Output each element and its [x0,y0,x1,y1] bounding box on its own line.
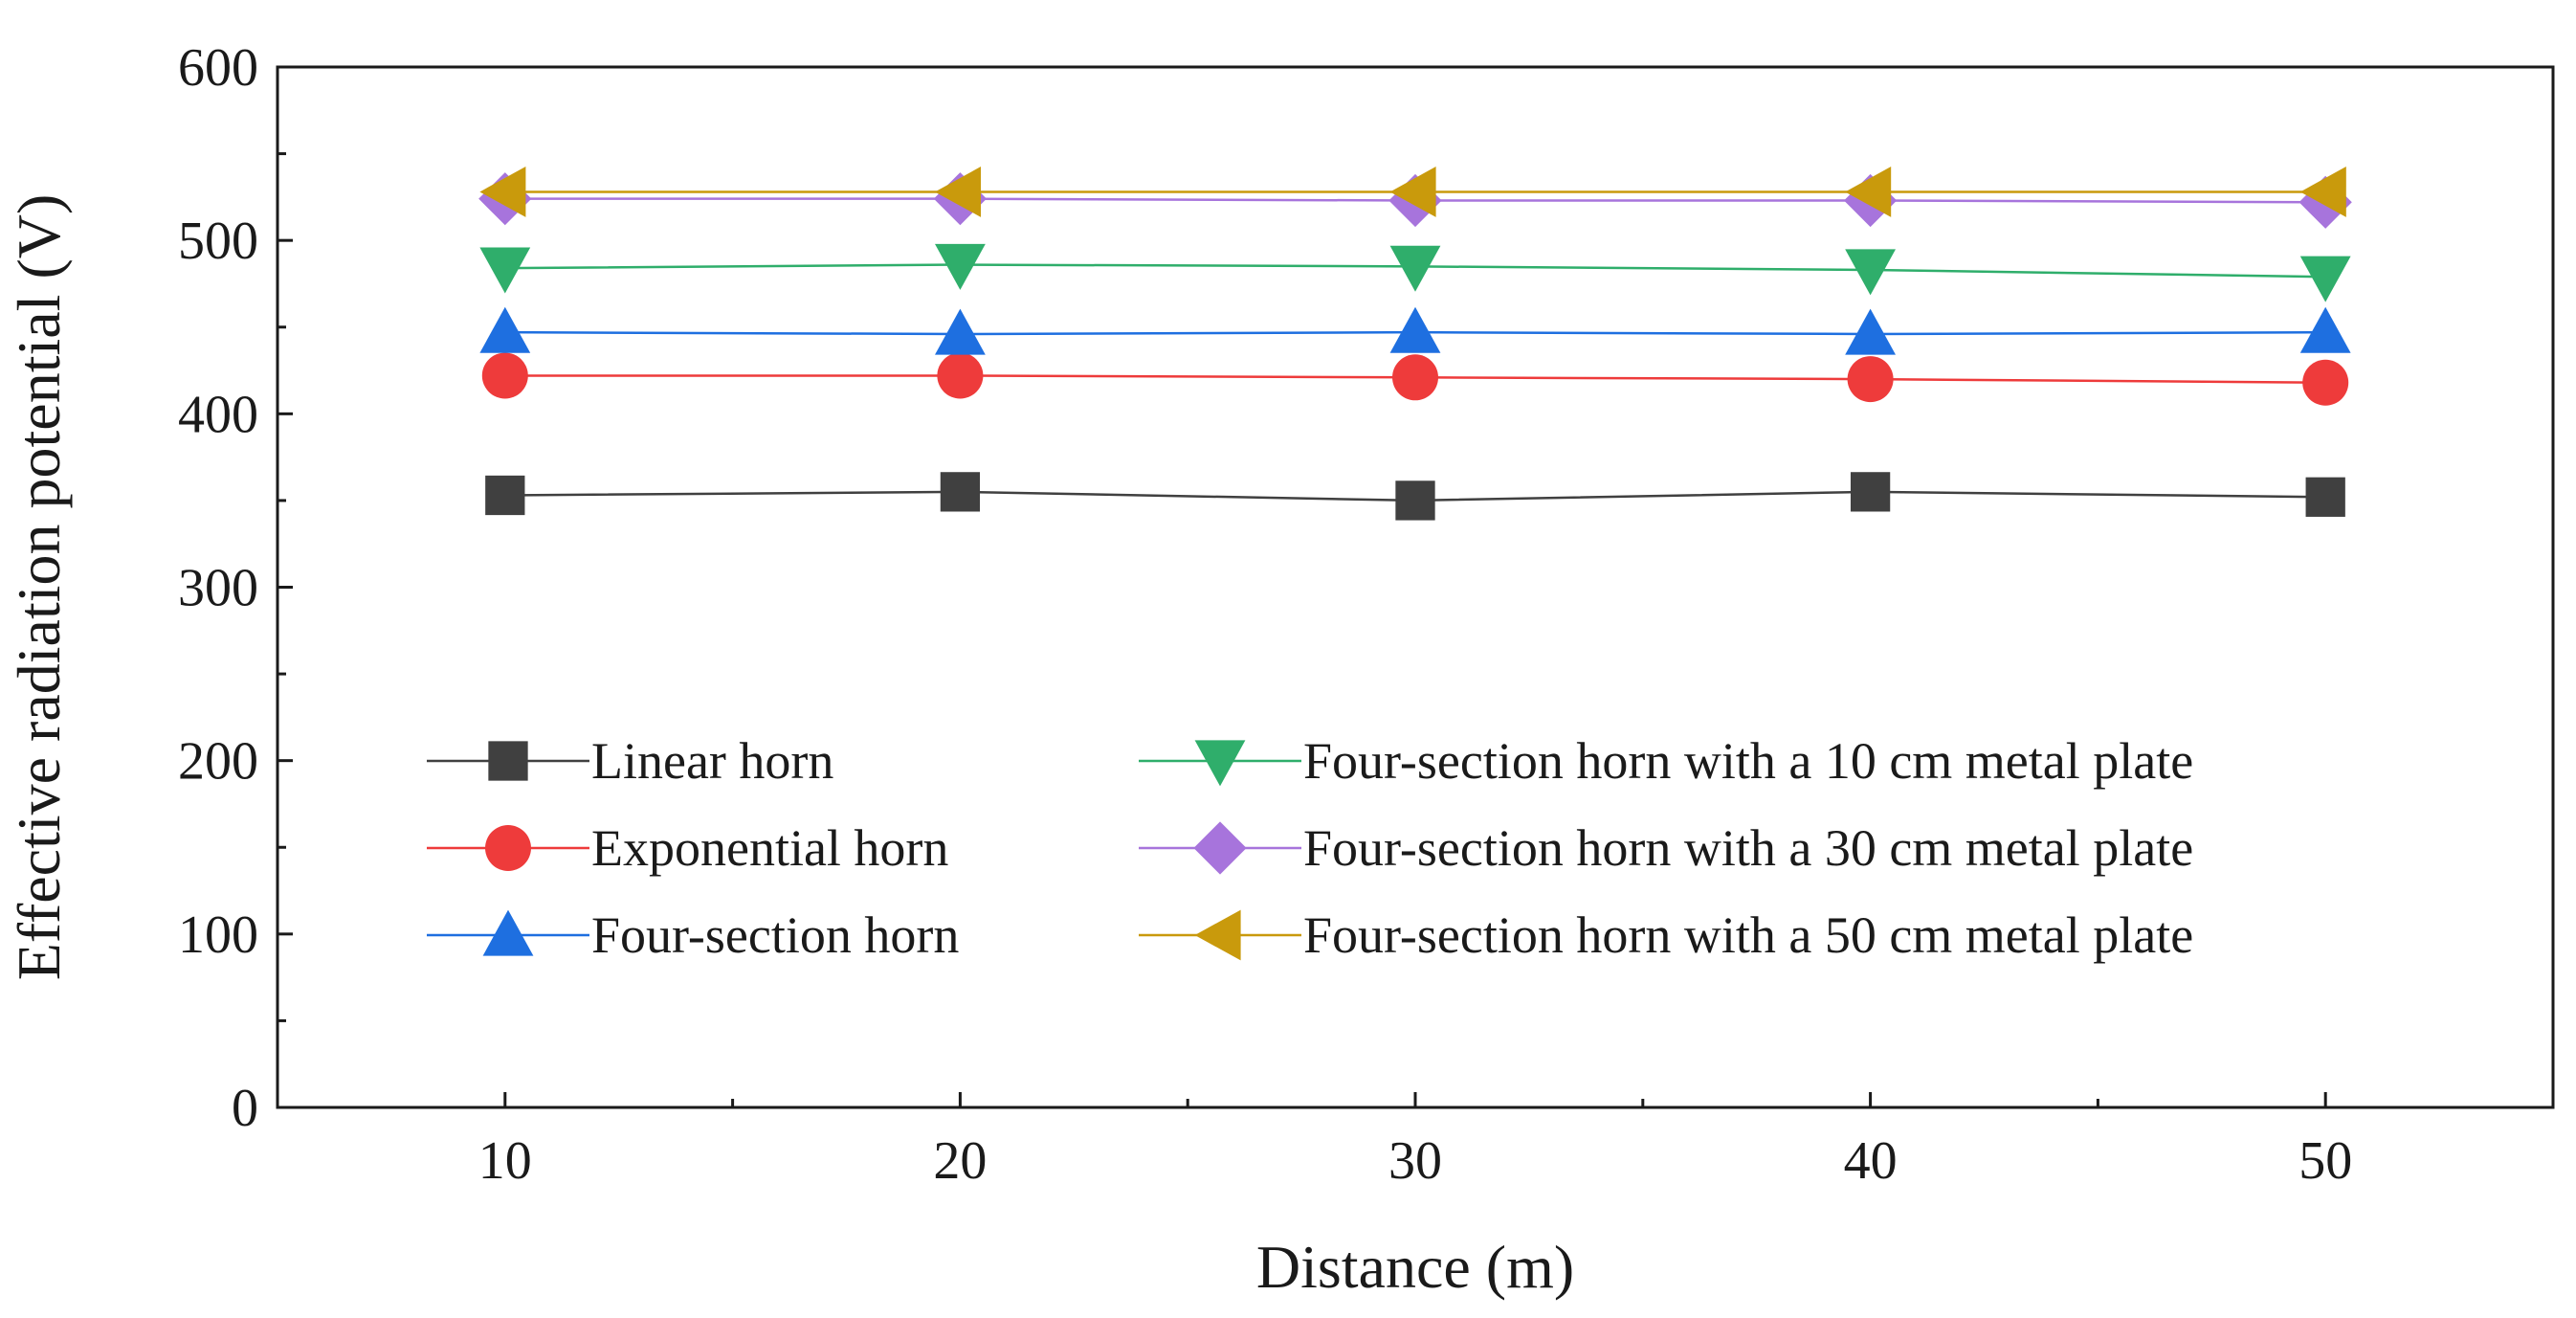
legend-label: Four-section horn with a 30 cm metal pla… [1303,819,2193,877]
legend-marker [1193,821,1247,875]
x-tick-label: 30 [1388,1131,1442,1191]
x-tick-label: 20 [933,1131,987,1191]
data-point [1392,354,1438,401]
legend-label: Exponential horn [591,819,948,877]
y-tick-label: 300 [178,559,258,618]
legend-label: Four-section horn with a 10 cm metal pla… [1303,732,2193,790]
data-point [1395,480,1435,521]
data-point [479,167,526,217]
series-1 [485,472,2345,521]
data-point [1845,249,1896,296]
series-4 [479,243,2351,302]
data-point [479,247,531,294]
y-axis-title: Effective radiation potential (V) [5,194,73,981]
x-axis-title: Distance (m) [1256,1233,1574,1301]
data-point [2299,306,2351,353]
series-3 [479,306,2351,355]
series-2 [481,352,2349,406]
legend-entry: Four-section horn with a 50 cm metal pla… [1139,906,2193,964]
legend-marker [1194,740,1246,787]
data-point [1389,245,1441,292]
data-point [2305,477,2345,517]
data-point [937,352,984,399]
y-tick-label: 0 [232,1079,258,1138]
legend-marker [485,825,531,871]
y-tick-label: 100 [178,905,258,965]
data-point [1389,167,1436,217]
data-point [935,243,986,290]
data-point [2299,256,2351,302]
data-point [1847,356,1894,403]
data-point [1389,306,1441,353]
plot-area [478,167,2352,521]
legend-marker [1194,909,1241,961]
legend-entry: Four-section horn with a 10 cm metal pla… [1139,732,2193,790]
x-tick-label: 40 [1844,1131,1898,1191]
x-tick-label: 10 [478,1131,532,1191]
legend: Linear horn Exponential horn Four-section … [427,732,2193,964]
legend-label: Linear horn [591,732,833,790]
axes: 0 100 200 300 400 500 600 10 20 30 40 50 [178,38,2555,1191]
data-point [2299,167,2346,217]
data-point [1850,472,1891,512]
y-tick-label: 600 [178,38,258,98]
data-point [479,306,531,353]
data-point [485,475,525,516]
legend-entry: Four-section horn [427,906,959,964]
data-point [940,472,981,512]
legend-label: Four-section horn with a 50 cm metal pla… [1303,906,2193,964]
y-tick-label: 200 [178,732,258,792]
data-point [481,352,528,399]
y-tick-label: 400 [178,385,258,444]
y-tick-label: 500 [178,212,258,271]
legend-marker [482,909,534,956]
data-point [2302,359,2349,406]
legend-entry: Exponential horn [427,819,948,877]
legend-entry: Four-section horn with a 30 cm metal pla… [1139,819,2193,877]
series-6 [479,167,2346,217]
data-point [1845,308,1896,355]
data-point [1845,167,1892,217]
legend-entry: Linear horn [427,732,833,790]
data-point [935,167,981,217]
data-point [935,308,986,355]
legend-marker [488,741,528,781]
legend-label: Four-section horn [591,906,959,964]
x-tick-label: 50 [2298,1131,2352,1191]
